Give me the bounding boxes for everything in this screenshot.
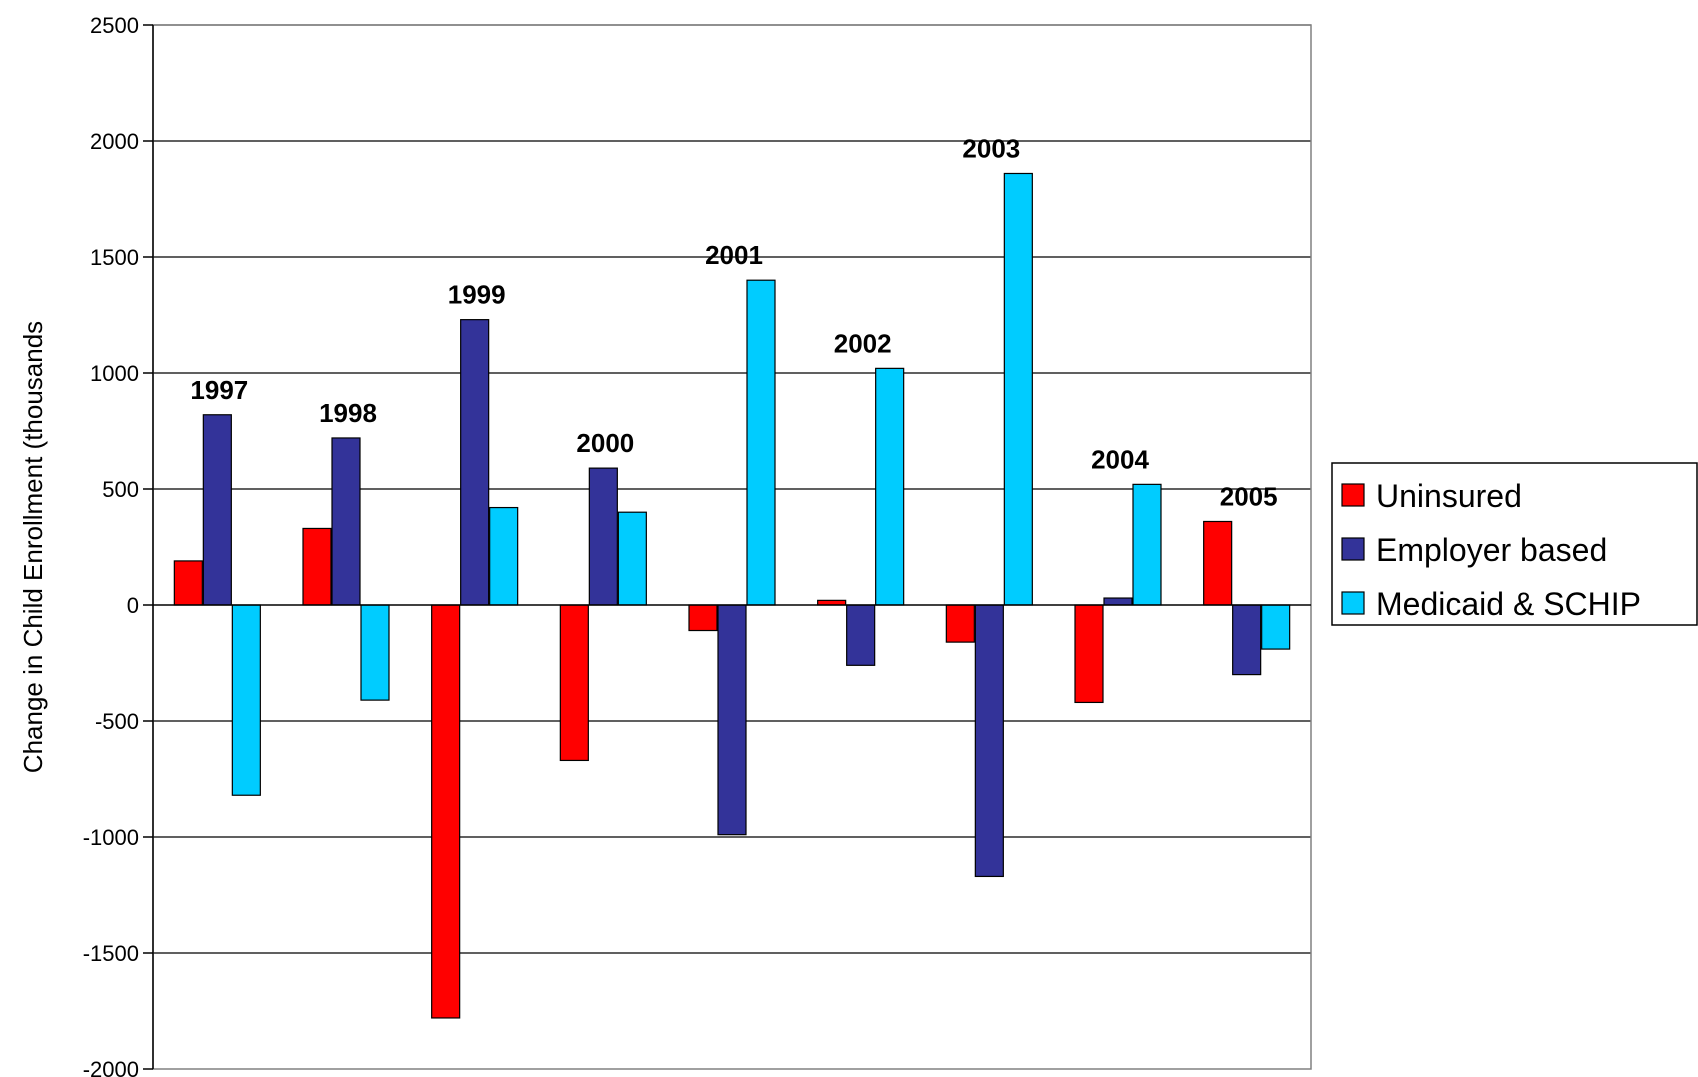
bar-uninsured-2005 [1203,520,1233,606]
legend-label: Employer based [1376,532,1607,568]
bar-uninsured-2000 [559,604,589,762]
bar-employer-based-1998 [331,437,361,606]
bar-medicaid-schip-1999 [489,506,519,606]
bar-uninsured-1998 [302,527,332,606]
bar-employer-based-2001 [717,604,747,836]
bar-employer-based-1997 [202,414,232,606]
legend-label: Uninsured [1376,478,1522,514]
y-axis-ticks: 2500 2000 1500 1000 500 0 -500 -1000 -1500 -2000 [83,13,153,1077]
legend-swatch [1341,483,1365,507]
bar-uninsured-2004 [1074,604,1104,704]
bar-employer-based-2004 [1103,597,1133,606]
bar-medicaid-schip-2004 [1132,483,1162,606]
legend-label: Medicaid & SCHIP [1376,586,1641,622]
y-tick-label: 2500 [90,13,139,38]
legend-box [1331,462,1698,626]
bar-medicaid-schip-2005 [1261,604,1291,650]
year-label-2000: 2000 [576,428,634,458]
y-tick-label: 0 [127,593,139,618]
bar-medicaid-schip-1997 [231,604,261,796]
y-tick-label: 500 [102,477,139,502]
legend-swatch [1341,591,1365,615]
year-label-2005: 2005 [1220,481,1278,511]
bar-employer-based-2000 [588,467,618,606]
y-tick-label: 1500 [90,245,139,270]
y-tick-label: -500 [95,709,139,734]
year-labels: 1997 1998 1999 2000 2001 2002 2003 2004 2005 [190,133,1277,511]
y-axis-title: Change in Child Enrollment (thousands [18,321,48,773]
bar-uninsured-2001 [688,604,718,632]
bars [173,172,1291,1019]
legend: Uninsured Employer based Medicaid & SCHIP [1331,462,1698,626]
year-label-2003: 2003 [962,133,1020,163]
bar-uninsured-2003 [945,604,975,643]
y-tick-label: -1000 [83,825,139,850]
y-tick-label: -2000 [83,1057,139,1077]
bar-uninsured-1997 [173,560,203,606]
bar-employer-based-2002 [846,604,876,666]
y-tick-label: 1000 [90,361,139,386]
bar-medicaid-schip-2000 [617,511,647,606]
year-label-1998: 1998 [319,398,377,428]
y-tick-label: 2000 [90,129,139,154]
year-label-2001: 2001 [705,240,763,270]
year-label-2002: 2002 [834,328,892,358]
year-label-1997: 1997 [190,375,248,405]
bar-employer-based-2005 [1232,604,1262,676]
legend-swatch [1341,537,1365,561]
bar-medicaid-schip-2003 [1003,172,1033,606]
year-label-1999: 1999 [448,280,506,310]
bar-medicaid-schip-2002 [875,367,905,606]
bar-employer-based-2003 [974,604,1004,878]
bar-employer-based-1999 [460,319,490,606]
bar-medicaid-schip-2001 [746,279,776,606]
year-label-2004: 2004 [1091,444,1149,474]
bar-uninsured-1999 [431,604,461,1019]
bar-medicaid-schip-1998 [360,604,390,701]
y-tick-label: -1500 [83,941,139,966]
